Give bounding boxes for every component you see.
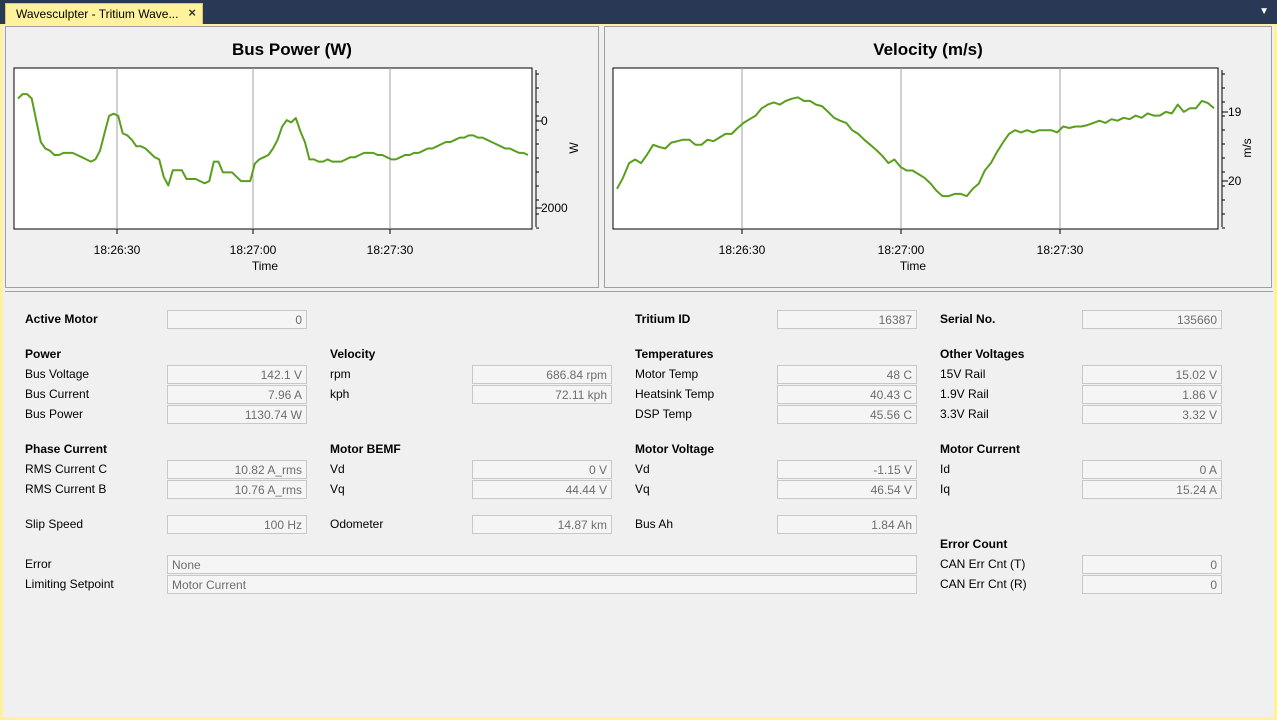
- tab-title: Wavesculpter - Tritium Wave...: [16, 7, 179, 21]
- tritium-id-label: Tritium ID: [635, 312, 691, 326]
- velocity-chart-svg: Velocity (m/s) 18:26:30 18:27:00 18:27:30 Ti…: [612, 40, 1254, 273]
- rms-current-b-field[interactable]: 10.76 A_rms: [167, 480, 307, 499]
- serial-no-field[interactable]: 135660: [1082, 310, 1222, 329]
- bus-power-y-axis-label: W: [567, 142, 581, 154]
- kph-field[interactable]: 72.11 kph: [472, 385, 612, 404]
- bus-ah-field[interactable]: 1.84 Ah: [777, 515, 917, 534]
- can-err-t-label: CAN Err Cnt (T): [940, 557, 1026, 571]
- other-voltages-header: Other Voltages: [940, 347, 1025, 361]
- kph-label: kph: [330, 387, 350, 401]
- motor-current-iq-field[interactable]: 15.24 A: [1082, 480, 1222, 499]
- rail-15v-field[interactable]: 15.02 V: [1082, 365, 1222, 384]
- velocity-series-line: [616, 96, 1215, 198]
- motor-voltage-header: Motor Voltage: [635, 442, 715, 456]
- bus-power-chart-title: Bus Power (W): [232, 40, 352, 59]
- bus-power-y-tick-label: 0: [541, 114, 548, 128]
- heatsink-temp-label: Heatsink Temp: [635, 387, 715, 401]
- document-tabstrip: Wavesculpter - Tritium Wave... × ▼: [0, 0, 1277, 24]
- motor-temp-label: Motor Temp: [635, 367, 699, 381]
- velocity-chart-title: Velocity (m/s): [873, 40, 983, 59]
- velocity-y-axis-label: m/s: [1240, 138, 1254, 157]
- rail-15v-label: 15V Rail: [940, 367, 986, 381]
- power-header: Power: [25, 347, 62, 361]
- main-content: Bus Power (W) 18:26:30 18:27:00 18:27:30 Tim…: [0, 24, 1277, 720]
- can-err-r-field[interactable]: 0: [1082, 575, 1222, 594]
- serial-no-label: Serial No.: [940, 312, 996, 326]
- bus-power-label: Bus Power: [25, 407, 84, 421]
- bus-power-chart-svg: Bus Power (W) 18:26:30 18:27:00 18:27:30 Tim…: [13, 40, 581, 273]
- motor-voltage-vd-field[interactable]: -1.15 V: [777, 460, 917, 479]
- document-tab[interactable]: Wavesculpter - Tritium Wave... ×: [5, 3, 203, 24]
- velocity-y-tick-label: 19: [1228, 105, 1242, 119]
- can-err-r-label: CAN Err Cnt (R): [940, 577, 1027, 591]
- bus-power-field[interactable]: 1130.74 W: [167, 405, 307, 424]
- velocity-y-tick-label: 20: [1228, 174, 1242, 188]
- velocity-header: Velocity: [330, 347, 376, 361]
- active-motor-label: Active Motor: [25, 312, 98, 326]
- bus-power-x-tick-label: 18:26:30: [94, 243, 141, 257]
- motor-current-id-field[interactable]: 0 A: [1082, 460, 1222, 479]
- rms-current-b-label: RMS Current B: [25, 482, 107, 496]
- motor-voltage-vd-label: Vd: [635, 462, 650, 476]
- velocity-x-tick-label: 18:26:30: [719, 243, 766, 257]
- chevron-down-icon[interactable]: ▼: [1259, 6, 1269, 17]
- rail-33v-label: 3.3V Rail: [940, 407, 989, 421]
- bus-power-chart: Bus Power (W) 18:26:30 18:27:00 18:27:30 Tim…: [5, 26, 599, 288]
- bus-power-x-tick-label: 18:27:30: [367, 243, 414, 257]
- bus-power-x-tick-label: 18:27:00: [230, 243, 277, 257]
- motor-voltage-vq-label: Vq: [635, 482, 650, 496]
- rpm-label: rpm: [330, 367, 351, 381]
- motor-voltage-vq-field[interactable]: 46.54 V: [777, 480, 917, 499]
- slip-speed-label: Slip Speed: [25, 517, 84, 531]
- bus-current-field[interactable]: 7.96 A: [167, 385, 307, 404]
- dsp-temp-label: DSP Temp: [635, 407, 692, 421]
- error-count-header: Error Count: [940, 537, 1008, 551]
- error-field[interactable]: None: [167, 555, 917, 574]
- rail-19v-label: 1.9V Rail: [940, 387, 989, 401]
- velocity-x-tick-label: 18:27:00: [878, 243, 925, 257]
- motor-current-header: Motor Current: [940, 442, 1020, 456]
- tritium-id-field[interactable]: 16387: [777, 310, 917, 329]
- bus-power-x-axis-label: Time: [252, 259, 279, 273]
- can-err-t-field[interactable]: 0: [1082, 555, 1222, 574]
- rms-current-c-field[interactable]: 10.82 A_rms: [167, 460, 307, 479]
- odometer-field[interactable]: 14.87 km: [472, 515, 612, 534]
- limiting-setpoint-label: Limiting Setpoint: [25, 577, 114, 591]
- velocity-chart: Velocity (m/s) 18:26:30 18:27:00 18:27:30 Ti…: [604, 26, 1272, 288]
- limiting-setpoint-field[interactable]: Motor Current: [167, 575, 917, 594]
- close-icon[interactable]: ×: [188, 5, 196, 20]
- motor-current-id-label: Id: [940, 462, 951, 476]
- heatsink-temp-field[interactable]: 40.43 C: [777, 385, 917, 404]
- dsp-temp-field[interactable]: 45.56 C: [777, 405, 917, 424]
- active-motor-field[interactable]: 0: [167, 310, 307, 329]
- motor-current-iq-label: Iq: [940, 482, 951, 496]
- rms-current-c-label: RMS Current C: [25, 462, 108, 476]
- bus-voltage-label: Bus Voltage: [25, 367, 90, 381]
- velocity-x-tick-label: 18:27:30: [1037, 243, 1084, 257]
- velocity-plot-area: [612, 67, 1219, 230]
- bemf-vd-field[interactable]: 0 V: [472, 460, 612, 479]
- bemf-vq-field[interactable]: 44.44 V: [472, 480, 612, 499]
- odometer-label: Odometer: [330, 517, 384, 531]
- bemf-vd-label: Vd: [330, 462, 345, 476]
- velocity-x-axis-label: Time: [900, 259, 927, 273]
- rail-19v-field[interactable]: 1.86 V: [1082, 385, 1222, 404]
- rpm-field[interactable]: 686.84 rpm: [472, 365, 612, 384]
- bus-voltage-field[interactable]: 142.1 V: [167, 365, 307, 384]
- motor-temp-field[interactable]: 48 C: [777, 365, 917, 384]
- motor-bemf-header: Motor BEMF: [330, 442, 401, 456]
- phase-current-header: Phase Current: [25, 442, 108, 456]
- bus-current-label: Bus Current: [25, 387, 90, 401]
- bemf-vq-label: Vq: [330, 482, 345, 496]
- error-label: Error: [25, 557, 52, 571]
- bus-power-y-tick-label: 2000: [541, 201, 568, 215]
- rail-33v-field[interactable]: 3.32 V: [1082, 405, 1222, 424]
- telemetry-panel: Active Motor 0 Tritium ID 16387 Serial N…: [5, 291, 1273, 716]
- temperatures-header: Temperatures: [635, 347, 714, 361]
- bus-ah-label: Bus Ah: [635, 517, 674, 531]
- slip-speed-field[interactable]: 100 Hz: [167, 515, 307, 534]
- bus-power-series-line: [17, 93, 529, 187]
